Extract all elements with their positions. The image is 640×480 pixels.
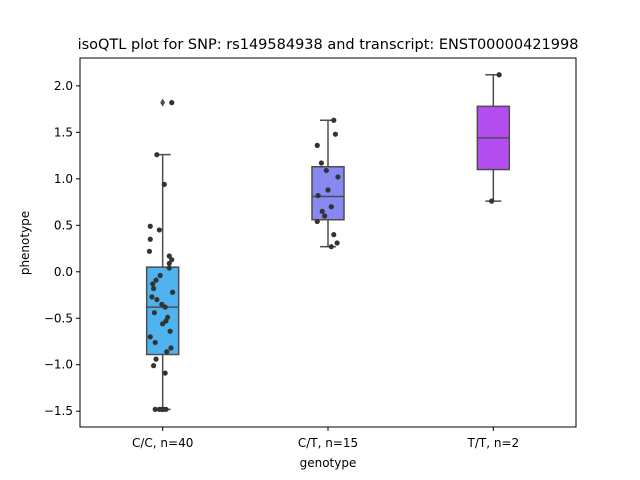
box-1 (311, 165, 345, 221)
data-point (160, 321, 166, 327)
data-point (153, 277, 159, 283)
data-point (314, 142, 320, 148)
x-axis: C/C, n=40 C/T, n=15 T/T, n=2 (132, 427, 519, 450)
y-tick-label: 2.0 (54, 79, 73, 93)
data-point (318, 160, 324, 166)
data-point (164, 349, 170, 355)
outlier-marker (160, 98, 166, 107)
data-point (161, 181, 167, 188)
data-point (147, 334, 153, 340)
data-point (151, 310, 157, 316)
x-tick-label: C/C, n=40 (132, 436, 193, 450)
data-point (150, 363, 157, 369)
data-point (315, 192, 321, 199)
data-point (331, 231, 337, 238)
data-point (152, 406, 158, 412)
data-point (154, 152, 160, 158)
data-point (154, 297, 160, 303)
data-point (489, 198, 495, 204)
y-axis-label: phenotype (18, 211, 32, 275)
data-point (319, 208, 325, 214)
points-layer (146, 72, 502, 412)
data-point (162, 370, 168, 376)
y-tick-label: 1.0 (54, 172, 73, 186)
data-point (157, 272, 163, 279)
data-point (334, 240, 340, 246)
data-point (169, 257, 175, 263)
data-point (147, 236, 153, 242)
data-point (163, 406, 169, 412)
x-tick-label: T/T, n=2 (467, 436, 520, 450)
data-point (325, 187, 331, 193)
data-point (167, 328, 173, 334)
y-tick-label: 1.5 (54, 125, 73, 139)
data-point (328, 204, 334, 210)
data-point (150, 285, 157, 292)
data-point (169, 100, 175, 106)
data-point (149, 294, 155, 300)
data-point (166, 260, 172, 267)
x-axis-label: genotype (300, 456, 357, 470)
data-point (147, 223, 153, 229)
data-point (152, 339, 158, 346)
data-point (153, 356, 159, 362)
data-point (496, 72, 502, 78)
data-point (169, 289, 176, 295)
data-point (331, 117, 337, 123)
y-tick-label: 0.0 (54, 265, 73, 279)
data-point (150, 281, 156, 287)
x-tick-label: C/T, n=15 (298, 436, 358, 450)
data-point (166, 265, 172, 271)
data-point (323, 167, 329, 174)
box-0 (145, 266, 180, 356)
data-point (156, 227, 162, 233)
plot-area: −1.5 −1.0 −0.5 0.0 0.5 1.0 1.5 2.0 C/C, n=40 C/T… (44, 57, 577, 450)
y-tick-label: −0.5 (44, 311, 73, 325)
data-point (335, 174, 341, 180)
data-point (168, 345, 174, 351)
y-tick-label: −1.5 (44, 404, 73, 418)
y-tick-label: 0.5 (54, 218, 73, 232)
data-point (322, 213, 328, 219)
data-point (146, 248, 153, 254)
data-point (314, 218, 320, 225)
data-point (328, 244, 334, 250)
y-axis: −1.5 −1.0 −0.5 0.0 0.5 1.0 1.5 2.0 (44, 79, 80, 418)
y-tick-label: −1.0 (44, 358, 73, 372)
data-point (166, 253, 172, 259)
data-point (332, 131, 339, 137)
data-point (162, 304, 168, 310)
chart-title: isoQTL plot for SNP: rs149584938 and tra… (78, 37, 579, 53)
